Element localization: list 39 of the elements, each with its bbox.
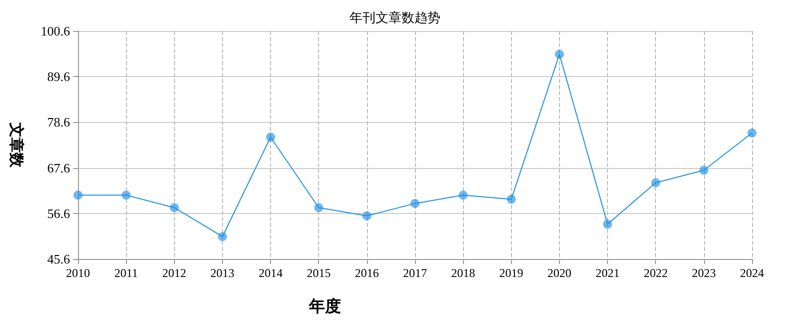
x-tick-label: 2010 [66,266,90,280]
point [506,194,516,204]
y-tick-label: 100.6 [40,24,70,38]
x-tick-label: 2013 [210,266,234,280]
point [554,50,564,59]
x-tick-label: 2019 [499,266,524,280]
point [748,128,756,138]
y-tick-label: 45.6 [47,252,70,266]
point [410,198,420,208]
x-tick-label: 2021 [596,266,620,280]
x-axis-title: 年度 [308,296,341,316]
y-tick-label: 78.6 [47,114,70,130]
x-tick-label: 2018 [451,266,476,280]
point [266,132,276,142]
point [122,190,131,200]
x-tick-label: 2017 [403,266,427,280]
point [458,190,468,200]
y-tick-label: 67.6 [47,160,70,176]
x-tick-label: 2023 [692,266,716,280]
x-tick-label: 2015 [306,266,331,280]
chart-title: 年刊文章数趋势 [350,10,440,25]
y-tick-label: 56.6 [47,206,70,221]
x-tick-label: 2016 [354,266,379,280]
point [362,211,372,220]
x-tick-label: 2020 [547,266,572,280]
point [170,203,179,212]
point [74,190,82,200]
point [699,166,708,175]
x-tick-label: 2012 [162,266,186,280]
y-axis-title: 文章数 [8,122,26,168]
point [218,232,227,242]
x-tick-label: 2011 [114,266,138,280]
point [314,203,324,212]
x-tick-label: 2022 [644,266,668,280]
point [603,220,612,229]
point [651,178,660,188]
x-tick-label: 2014 [258,266,283,280]
y-tick-label: 89.6 [47,69,70,84]
x-tick-label: 2024 [740,266,764,280]
